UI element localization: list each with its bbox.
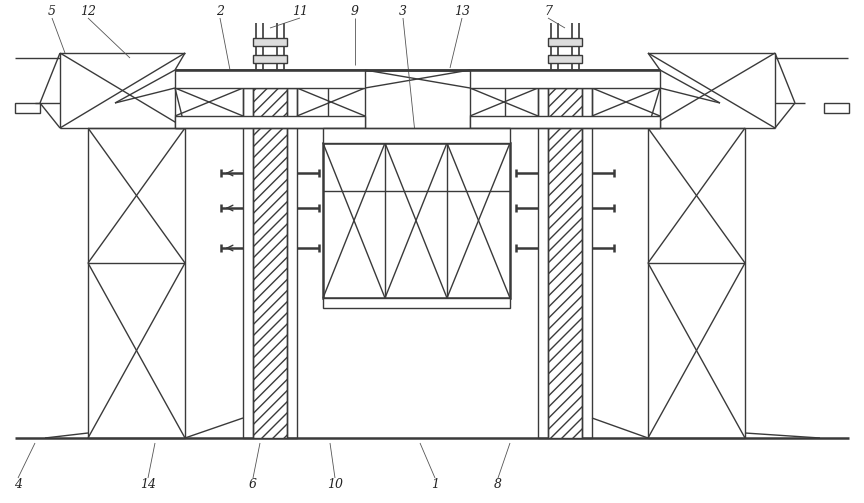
Bar xyxy=(470,116,660,128)
Text: 1: 1 xyxy=(431,478,439,491)
Text: 4: 4 xyxy=(14,478,22,491)
Bar xyxy=(548,55,582,63)
Text: 10: 10 xyxy=(327,478,343,491)
Bar xyxy=(538,88,548,438)
Bar xyxy=(548,88,582,438)
Text: 5: 5 xyxy=(48,5,56,18)
Text: 8: 8 xyxy=(494,478,502,491)
Bar xyxy=(175,70,365,88)
Text: 3: 3 xyxy=(399,5,407,18)
Bar xyxy=(470,70,660,88)
Text: 12: 12 xyxy=(80,5,96,18)
Text: 6: 6 xyxy=(249,478,257,491)
Text: 14: 14 xyxy=(140,478,156,491)
Bar xyxy=(323,298,510,308)
Bar xyxy=(548,38,582,46)
Bar xyxy=(253,55,287,63)
Text: 13: 13 xyxy=(454,5,470,18)
Bar xyxy=(323,128,510,143)
Bar xyxy=(243,88,253,438)
Bar xyxy=(648,128,745,438)
Bar xyxy=(287,88,297,438)
Text: 9: 9 xyxy=(351,5,359,18)
Text: 2: 2 xyxy=(216,5,224,18)
Bar xyxy=(15,103,40,113)
Bar xyxy=(323,143,510,298)
Bar xyxy=(175,116,365,128)
Bar xyxy=(253,38,287,46)
Text: 11: 11 xyxy=(292,5,308,18)
Bar xyxy=(253,88,287,438)
Bar xyxy=(824,103,849,113)
Bar xyxy=(582,88,592,438)
Bar xyxy=(88,128,185,438)
Text: 7: 7 xyxy=(544,5,552,18)
